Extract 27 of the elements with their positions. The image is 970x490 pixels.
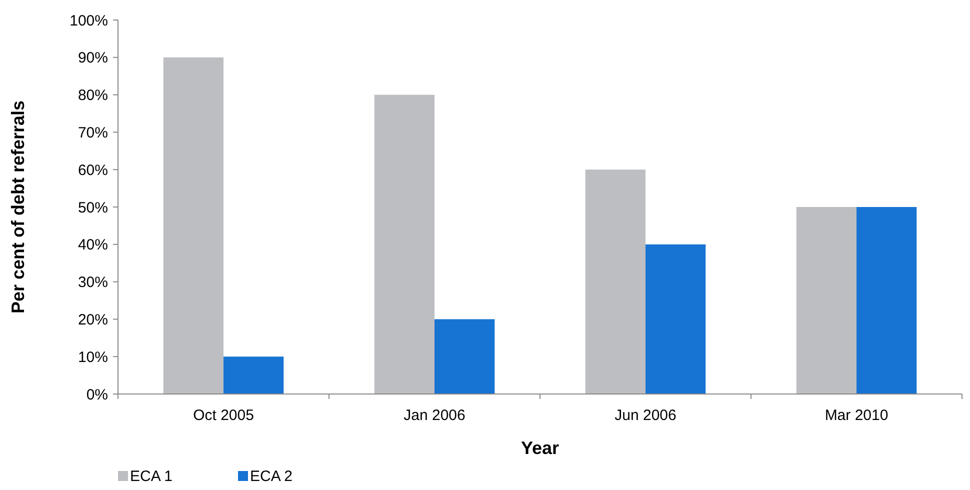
bar [224,356,284,394]
bar [585,170,646,394]
y-tick-label: 40% [78,236,108,254]
x-tick-label: Jan 2006 [404,407,466,424]
y-tick-label: 30% [78,274,108,292]
y-tick-label: 60% [78,162,108,179]
bar [434,319,495,394]
legend-label: ECA 1 [130,468,173,485]
bar [856,207,917,394]
y-tick-label: 100% [70,12,108,30]
x-axis-title: Year [520,438,560,458]
x-tick-label: Jun 2006 [614,407,676,424]
legend-label: ECA 2 [250,468,293,485]
bar [646,244,706,394]
x-tick-label: Oct 2005 [193,407,254,424]
bar [374,94,434,394]
y-axis-title: Per cent of debt referrals [8,100,28,314]
y-tick-label: 0% [86,386,108,404]
y-tick-label: 80% [78,87,108,104]
y-tick-label: 90% [78,50,108,67]
bar [163,57,224,394]
bar [796,207,856,394]
y-tick-label: 50% [78,199,108,216]
y-tick-label: 70% [78,124,108,142]
y-tick-label: 20% [78,311,108,328]
x-tick-label: Mar 2010 [824,407,888,424]
y-tick-label: 10% [78,348,108,366]
